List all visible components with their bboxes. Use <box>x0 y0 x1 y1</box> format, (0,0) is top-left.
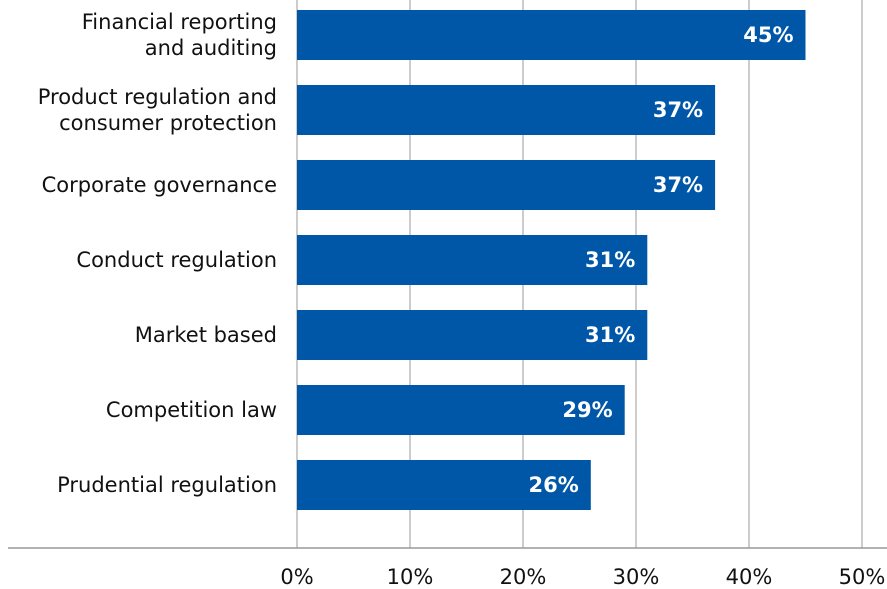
category-label: Market based <box>134 323 277 347</box>
x-tick-label: 50% <box>839 565 886 589</box>
x-tick-label: 0% <box>280 565 313 589</box>
value-label: 37% <box>653 98 703 122</box>
bar <box>297 385 625 435</box>
value-label: 31% <box>585 323 635 347</box>
category-label: Conduct regulation <box>76 248 277 272</box>
value-label: 37% <box>653 173 703 197</box>
category-label: Corporate governance <box>41 173 277 197</box>
x-tick-label: 30% <box>613 565 660 589</box>
bar <box>297 235 648 285</box>
category-label: Prudential regulation <box>57 473 277 497</box>
bar <box>297 10 806 60</box>
bar <box>297 85 716 135</box>
bar <box>297 310 648 360</box>
x-tick-label: 20% <box>500 565 547 589</box>
category-label: Product regulation and consumer protecti… <box>37 85 277 135</box>
value-label: 31% <box>585 248 635 272</box>
x-tick-label: 10% <box>387 565 434 589</box>
x-tick-label: 40% <box>726 565 773 589</box>
category-label: Competition law <box>105 398 277 422</box>
value-label: 45% <box>743 23 793 47</box>
bar <box>297 160 716 210</box>
value-label: 26% <box>529 473 579 497</box>
bar <box>297 460 591 510</box>
value-label: 29% <box>562 398 612 422</box>
category-label: Financial reporting and auditing <box>81 10 277 60</box>
